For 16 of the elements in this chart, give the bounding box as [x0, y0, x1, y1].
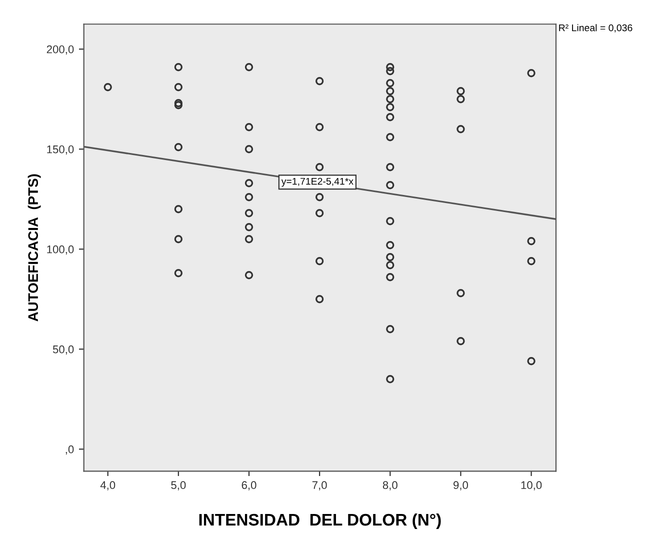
x-tick-label: 7,0 [312, 481, 327, 490]
x-tick-label: 9,0 [454, 481, 468, 490]
x-tick-label: 6,0 [242, 481, 256, 490]
x-tick-label: 4,0 [100, 481, 116, 490]
y-tick-label: ,0 [66, 445, 74, 455]
annotation: y=1,71E2-5,41*x [281, 178, 354, 187]
y-tick-label: 200,0 [46, 45, 74, 55]
x-tick-label: 10,0 [521, 481, 542, 490]
x-axis-title: INTENSIDAD DEL DOLOR (N°) [199, 513, 441, 529]
x-tick-label: 5,0 [171, 481, 186, 490]
y-axis-title: AUTOEFICACIA (PTS) [28, 174, 41, 322]
y-tick-label: 150,0 [47, 145, 74, 155]
y-tick-label: 50,0 [52, 345, 74, 355]
text: R² Lineal = 0,036 [559, 24, 632, 32]
y-tick-label: 100,0 [47, 245, 74, 255]
x-tick-label: 8,0 [382, 481, 398, 490]
